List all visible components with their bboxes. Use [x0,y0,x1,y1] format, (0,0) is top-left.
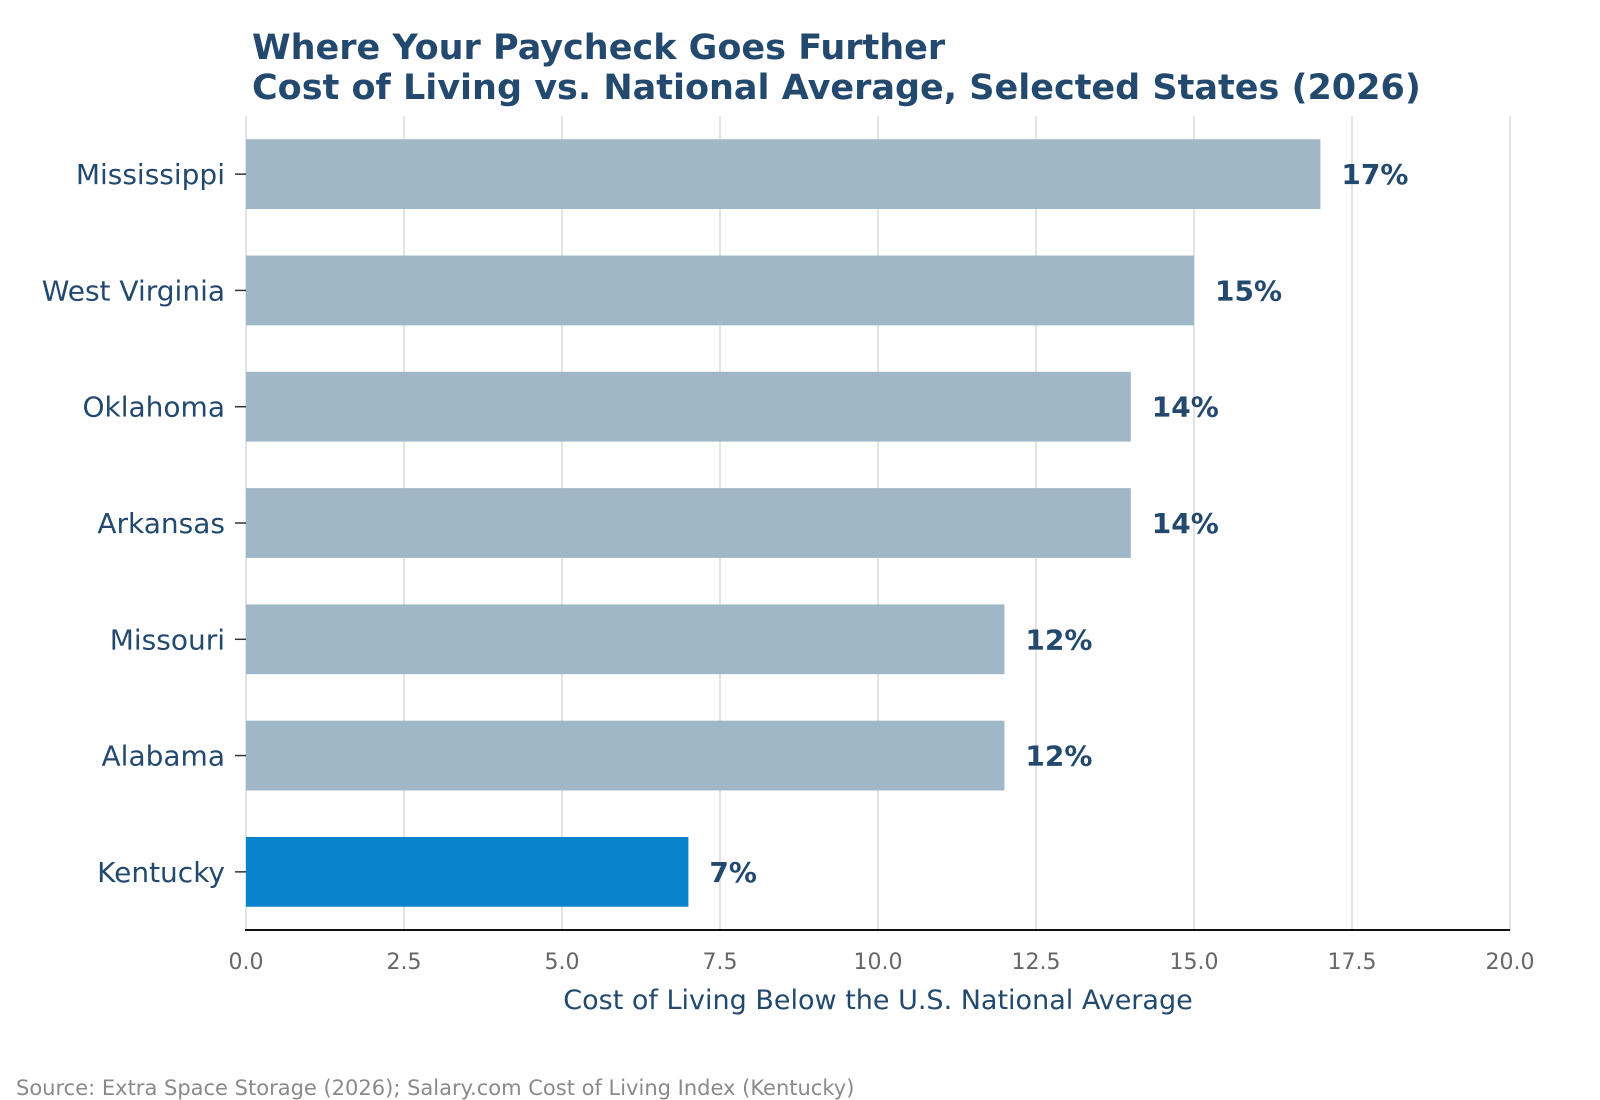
data-label-alabama: 12% [1025,740,1092,773]
y-tick-label-oklahoma: Oklahoma [82,391,225,424]
x-axis: 0.0 2.5 5.0 7.5 10.0 12.5 15.0 17.5 20.0 [229,929,1535,975]
chart-subtitle: Cost of Living vs. National Average, Sel… [252,68,1421,108]
bar-kentucky [246,836,689,907]
bar-mississippi [246,139,1321,210]
data-label-missouri: 12% [1025,623,1092,656]
x-tick-label-4: 10.0 [854,950,903,975]
data-label-arkansas: 14% [1152,507,1219,540]
data-label-kentucky: 7% [709,856,757,889]
x-tick-label-1: 2.5 [387,950,422,975]
source-note: Source: Extra Space Storage (2026); Sala… [16,1076,855,1100]
data-labels: 17% 15% 14% 14% 12% 12% 7% [709,158,1408,889]
y-axis: Mississippi West Virginia Oklahoma Arkansas… [42,158,246,889]
data-label-oklahoma: 14% [1152,391,1219,424]
bars [246,139,1321,907]
y-tick-label-alabama: Alabama [102,740,225,773]
y-tick-label-mississippi: Mississippi [76,158,225,191]
x-tick-label-7: 17.5 [1328,950,1377,975]
bar-oklahoma [246,371,1131,442]
x-tick-label-3: 7.5 [703,950,738,975]
x-axis-label: Cost of Living Below the U.S. National A… [563,985,1192,1016]
x-tick-label-5: 12.5 [1012,950,1061,975]
y-tick-label-west-virginia: West Virginia [42,274,225,307]
y-tick-label-kentucky: Kentucky [97,856,225,889]
x-tick-label-0: 0.0 [229,950,264,975]
bar-missouri [246,604,1005,675]
y-tick-label-arkansas: Arkansas [97,507,225,540]
data-label-mississippi: 17% [1341,158,1408,191]
x-tick-label-8: 20.0 [1486,950,1535,975]
bar-alabama [246,720,1005,791]
bar-west-virginia [246,255,1194,326]
chart-title: Where Your Paycheck Goes Further [252,28,946,68]
bar-arkansas [246,488,1131,558]
y-tick-label-missouri: Missouri [110,623,225,656]
x-tick-label-6: 15.0 [1170,950,1219,975]
data-label-west-virginia: 15% [1215,274,1282,307]
x-tick-label-2: 5.0 [545,950,580,975]
